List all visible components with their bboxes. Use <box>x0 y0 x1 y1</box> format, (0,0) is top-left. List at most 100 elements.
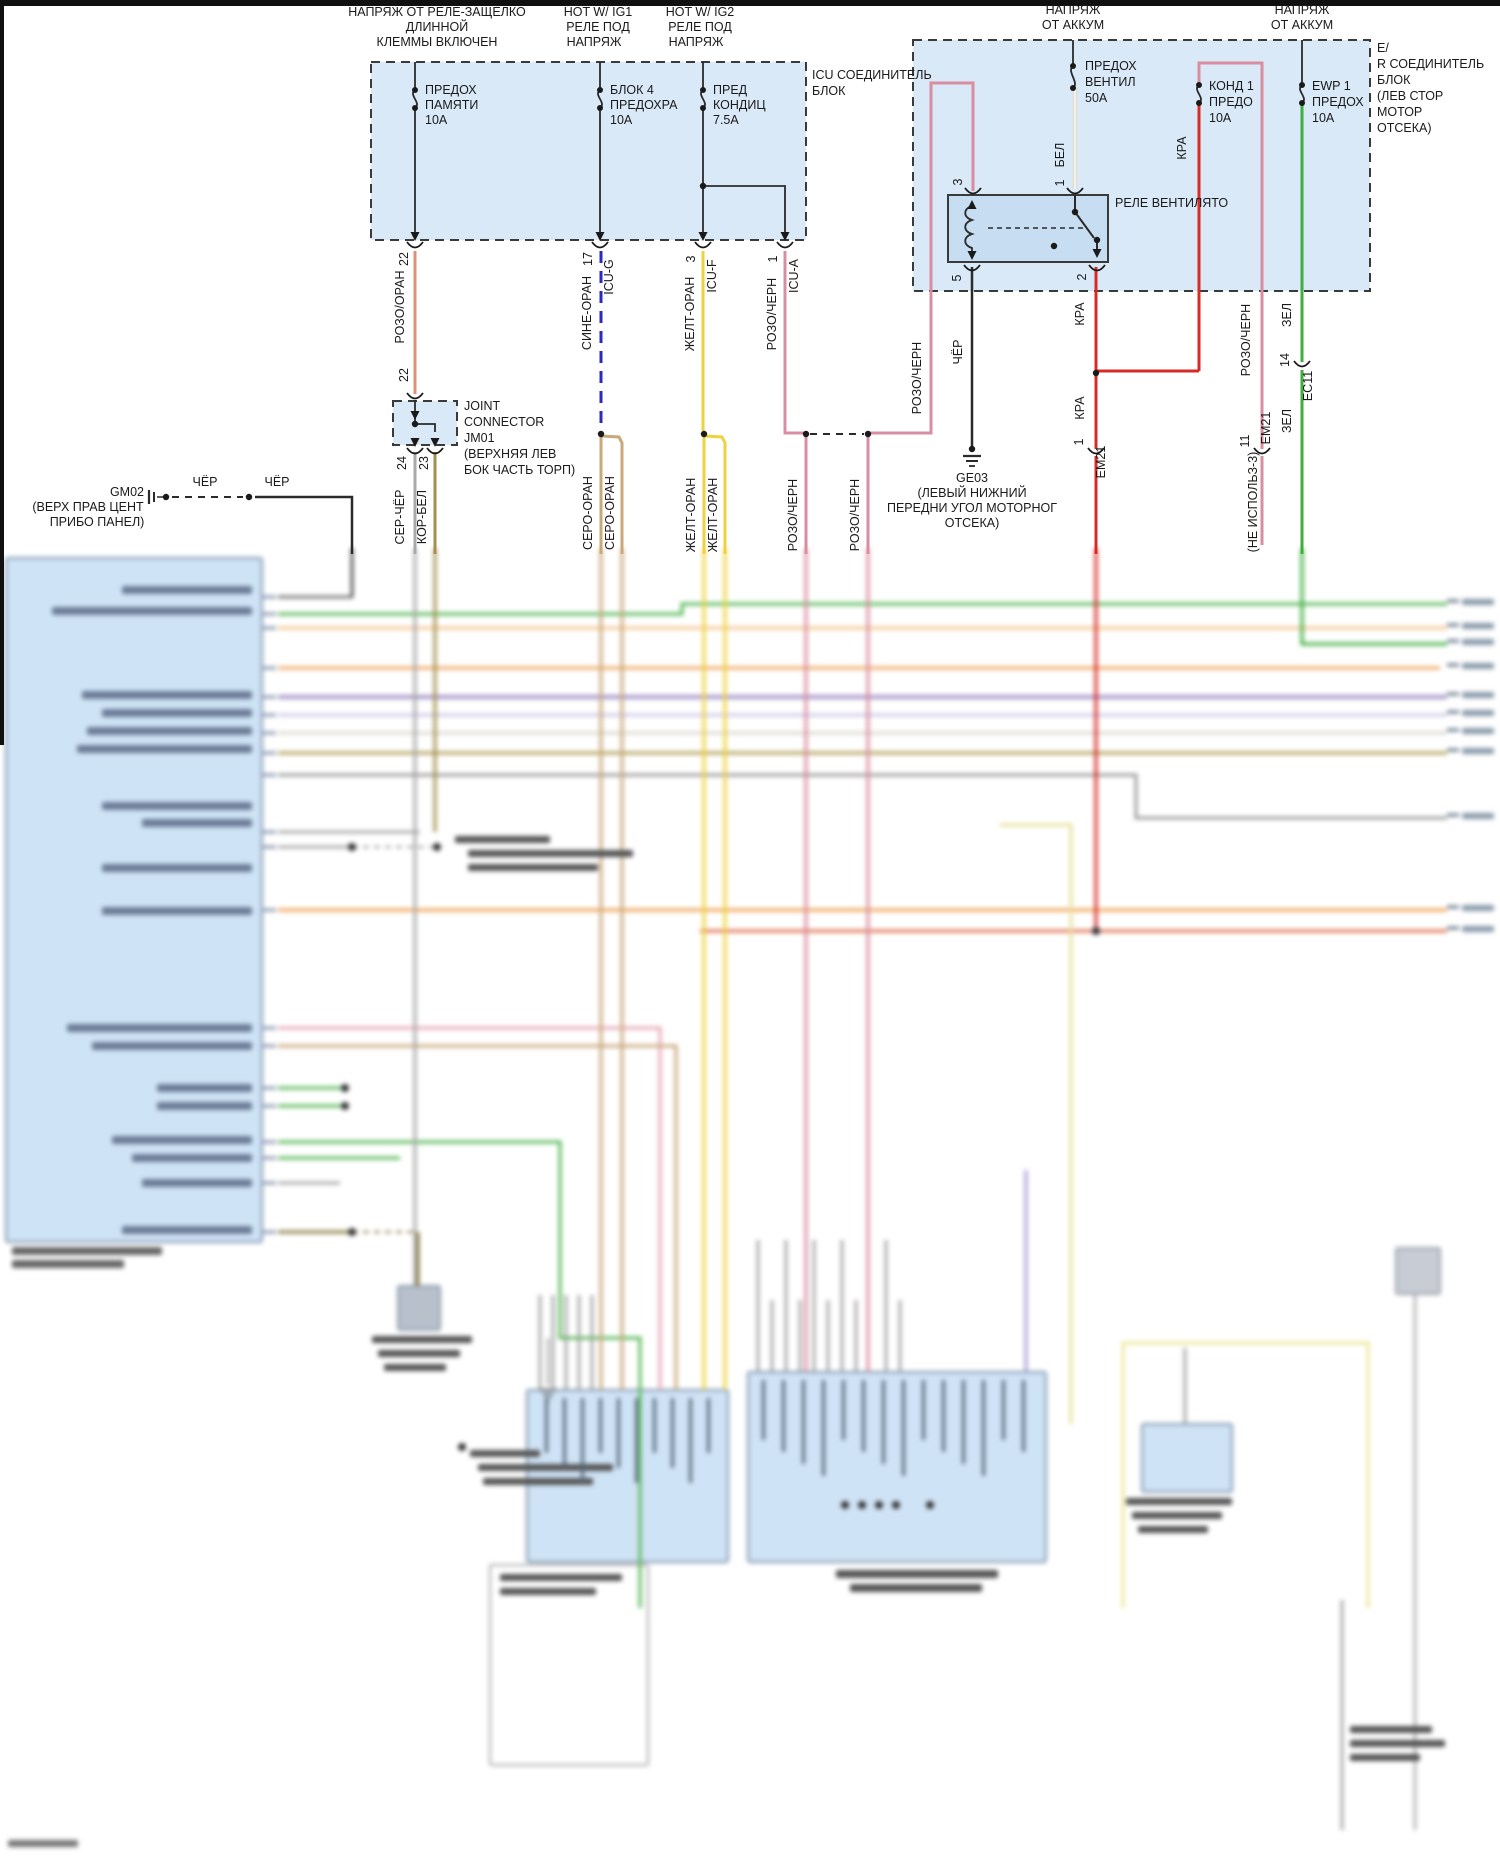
diagram-label: JM01 <box>464 431 495 445</box>
blurred-text <box>1462 710 1494 716</box>
module-pin-stub <box>262 773 276 777</box>
blurred-text <box>87 727 252 735</box>
diagram-label: ЧЁР <box>951 339 965 364</box>
blurred-text <box>1126 1498 1232 1505</box>
wire <box>703 434 727 554</box>
wire <box>415 423 436 432</box>
diagram-label: 1 <box>1072 438 1086 445</box>
blurred-wire <box>278 602 1447 616</box>
diagram-label: ЖЕЛТ-ОРАН <box>706 478 720 552</box>
diagram-label: HOT W/ IG2 <box>666 5 735 19</box>
right-edge-connector-tick <box>1447 748 1459 752</box>
blurred-wire <box>278 1026 662 1390</box>
module-pin-stub <box>262 695 276 699</box>
diagram-label: 14 <box>1278 353 1292 367</box>
connector-bracket <box>776 241 794 249</box>
blurred-wire <box>278 1044 678 1390</box>
joint-connector-jm01-box <box>392 400 458 446</box>
diagram-label: ЗЕЛ <box>1280 409 1294 433</box>
fuse-terminal <box>412 105 418 111</box>
diagram-label: ЖЕЛТ-ОРАН <box>684 478 698 552</box>
diagram-label: КОНДИЦ <box>713 98 766 112</box>
diagram-label: EC11 <box>1301 371 1315 401</box>
diagram-label: ICU-G <box>602 259 616 294</box>
arrow-down <box>1092 249 1102 258</box>
module-pin-stub <box>262 1140 276 1144</box>
blurred-vertical-text <box>982 1380 985 1476</box>
diagram-label: (ЛЕВ СТОР <box>1377 89 1443 103</box>
right-edge-connector-tick <box>1447 623 1459 627</box>
junction-dot <box>1071 208 1079 216</box>
wire <box>1197 61 1264 449</box>
wire <box>1074 211 1095 239</box>
junction-dot <box>802 430 810 438</box>
diagram-label: ОТ АККУМ <box>1271 18 1333 32</box>
junction-dot <box>245 493 253 501</box>
diagram-label: ВЕНТИЛ <box>1085 75 1136 89</box>
junction-dot <box>162 493 170 501</box>
module-pin-stub <box>262 1156 276 1160</box>
junction-dot <box>699 182 707 190</box>
diagram-label: 1 <box>1053 179 1067 186</box>
module-pin-stub <box>262 1026 276 1030</box>
diagram-label: 1 <box>766 255 780 262</box>
blurred-text <box>1462 623 1494 629</box>
diagram-label: ЕМ21 <box>1094 446 1108 479</box>
blurred-text <box>500 1588 596 1595</box>
module-pin-stub <box>262 1181 276 1185</box>
blurred-text <box>455 836 550 843</box>
blurred-wire <box>1121 1341 1370 1608</box>
blurred-vertical-text <box>563 1398 566 1468</box>
blurred-text <box>1462 728 1494 734</box>
arrow-down <box>967 251 977 260</box>
diagram-label: 22 <box>397 252 411 266</box>
diagram-label: ICU-F <box>705 259 719 293</box>
right-edge-connector-tick <box>1447 905 1459 909</box>
blurred-text <box>500 1574 622 1581</box>
blurred-text <box>67 1024 252 1032</box>
diagram-label: СЕР-ЧЁР <box>393 490 407 545</box>
right-edge-connector-tick <box>1447 926 1459 930</box>
diagram-label: РЕЛЕ ПОД <box>566 20 630 34</box>
arrow-down <box>430 438 440 447</box>
wire <box>600 434 624 554</box>
blurred-text <box>483 1478 593 1485</box>
blurred-text <box>1462 926 1494 932</box>
connector-bracket <box>406 447 424 455</box>
diagram-label: E/ <box>1377 41 1389 55</box>
connector-bracket <box>1066 187 1084 195</box>
module-pin-stub <box>262 731 276 735</box>
fuse-terminal <box>597 87 603 93</box>
diagram-label: 50A <box>1085 91 1108 105</box>
blurred-text <box>1462 905 1494 911</box>
diagram-label: 2 <box>1075 273 1089 280</box>
blurred-wire <box>278 773 1447 820</box>
page-border <box>0 0 4 745</box>
diagram-label: БЛОК <box>812 84 846 98</box>
fuse-terminal <box>1070 63 1076 69</box>
diagram-label: ОТСЕКА) <box>1377 121 1432 135</box>
blurred-text <box>470 1450 540 1457</box>
diagram-label: КЛЕММЫ ВКЛЮЧЕН <box>377 35 498 49</box>
blurred-text <box>1462 639 1494 645</box>
blurred-vertical-text <box>617 1398 620 1468</box>
diagram-label: ДЛИННОЙ <box>406 19 468 34</box>
fuse-terminal <box>1299 100 1305 106</box>
diagram-label: 3 <box>684 255 698 262</box>
junction-dot <box>968 445 976 453</box>
blurred-vertical-text <box>581 1398 584 1483</box>
blurred-text <box>468 864 598 871</box>
connector-bracket <box>1253 447 1271 455</box>
right-edge-connector-tick <box>1447 599 1459 603</box>
blurred-vertical-text <box>707 1398 710 1453</box>
blurred-text <box>1350 1740 1445 1747</box>
diagram-label: 5 <box>950 274 964 281</box>
page-border <box>0 0 1500 6</box>
junction-dot <box>348 843 356 851</box>
diagram-label: ПРЕДО <box>1209 95 1253 109</box>
blurred-vertical-text <box>862 1380 865 1452</box>
module-pin-stub <box>262 1044 276 1048</box>
caption-box <box>489 1564 649 1766</box>
